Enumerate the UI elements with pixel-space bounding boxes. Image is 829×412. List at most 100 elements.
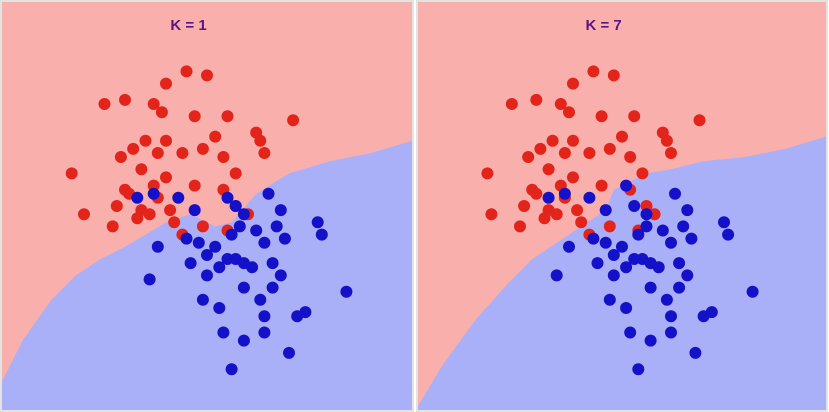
data-point-red bbox=[542, 163, 555, 176]
data-point-red bbox=[571, 204, 584, 217]
data-point-blue bbox=[644, 334, 657, 347]
data-point-blue bbox=[172, 191, 185, 204]
data-point-red bbox=[188, 179, 201, 192]
data-point-red bbox=[229, 167, 242, 180]
data-point-red bbox=[127, 142, 140, 155]
data-point-blue bbox=[213, 261, 226, 274]
data-point-red bbox=[583, 147, 596, 159]
data-point-blue bbox=[587, 232, 600, 245]
data-point-blue bbox=[143, 273, 156, 286]
data-point-blue bbox=[237, 334, 250, 347]
data-point-blue bbox=[632, 363, 645, 376]
data-point-red bbox=[188, 110, 201, 123]
data-point-blue bbox=[184, 257, 197, 270]
data-point-red bbox=[595, 110, 608, 123]
data-point-blue bbox=[624, 326, 637, 339]
data-point-blue bbox=[250, 224, 263, 237]
data-point-blue bbox=[558, 187, 571, 200]
data-point-blue bbox=[599, 236, 612, 249]
panel-k1-frame bbox=[0, 0, 414, 412]
data-point-red bbox=[147, 179, 160, 192]
data-point-red bbox=[258, 147, 271, 159]
data-point-red bbox=[656, 126, 669, 139]
data-point-red bbox=[110, 200, 123, 212]
data-point-blue bbox=[685, 232, 698, 245]
data-point-blue bbox=[147, 187, 160, 200]
data-point-blue bbox=[673, 257, 686, 270]
data-point-red bbox=[106, 220, 119, 233]
data-point-blue bbox=[620, 179, 633, 192]
data-point-blue bbox=[233, 220, 246, 233]
data-point-red bbox=[119, 93, 131, 106]
data-point-blue bbox=[705, 306, 718, 319]
data-point-blue bbox=[209, 240, 222, 253]
data-point-red bbox=[168, 216, 181, 229]
data-point-red bbox=[155, 106, 168, 119]
data-point-red bbox=[485, 208, 498, 221]
data-point-red bbox=[530, 93, 543, 106]
data-point-blue bbox=[542, 191, 555, 204]
data-point-red bbox=[287, 114, 300, 127]
data-point-blue bbox=[673, 281, 686, 294]
data-point-red bbox=[514, 220, 526, 233]
panel-k7-title: K = 7 bbox=[585, 17, 621, 34]
data-point-blue bbox=[266, 281, 279, 294]
data-point-blue bbox=[283, 346, 295, 359]
data-point-red bbox=[554, 98, 567, 110]
data-point-red bbox=[65, 167, 78, 180]
data-point-red bbox=[693, 114, 706, 127]
data-point-blue bbox=[665, 326, 677, 339]
data-point-blue bbox=[311, 216, 324, 229]
data-point-blue bbox=[192, 236, 205, 249]
data-point-blue bbox=[213, 302, 226, 314]
data-point-blue bbox=[262, 187, 275, 200]
panel-k1-points bbox=[65, 65, 353, 376]
data-point-blue bbox=[689, 346, 702, 359]
data-point-red bbox=[160, 171, 172, 184]
data-point-red bbox=[119, 183, 131, 196]
data-point-blue bbox=[660, 293, 673, 306]
data-point-red bbox=[534, 142, 547, 155]
data-point-red bbox=[628, 110, 641, 123]
data-point-red bbox=[542, 204, 555, 217]
data-point-blue bbox=[274, 204, 287, 217]
data-point-blue bbox=[278, 232, 291, 245]
data-point-blue bbox=[652, 261, 665, 274]
data-point-blue bbox=[221, 253, 234, 265]
data-point-red bbox=[114, 151, 127, 163]
data-point-blue bbox=[632, 228, 645, 241]
data-point-blue bbox=[640, 208, 653, 221]
data-point-blue bbox=[583, 191, 596, 204]
data-point-blue bbox=[131, 191, 144, 204]
data-point-blue bbox=[299, 306, 312, 319]
data-point-blue bbox=[677, 220, 690, 233]
data-point-red bbox=[135, 163, 148, 176]
data-point-red bbox=[546, 134, 559, 147]
data-point-red bbox=[147, 98, 160, 110]
data-point-blue bbox=[258, 236, 271, 249]
panel-k1-title: K = 1 bbox=[170, 17, 206, 34]
data-point-blue bbox=[620, 261, 633, 274]
data-point-red bbox=[624, 151, 637, 163]
data-point-blue bbox=[196, 293, 209, 306]
data-point-blue bbox=[274, 269, 287, 282]
data-point-blue bbox=[180, 232, 193, 245]
panel-k7-frame bbox=[416, 0, 828, 412]
data-point-blue bbox=[620, 302, 633, 314]
data-point-blue bbox=[258, 310, 271, 323]
data-point-red bbox=[616, 130, 628, 143]
data-point-red bbox=[481, 167, 494, 180]
data-point-red bbox=[221, 110, 234, 123]
data-point-blue bbox=[188, 204, 201, 217]
data-point-blue bbox=[237, 208, 250, 221]
data-point-blue bbox=[237, 281, 250, 294]
data-point-red bbox=[160, 77, 172, 90]
data-point-red bbox=[250, 126, 263, 139]
data-point-blue bbox=[669, 187, 681, 200]
data-point-blue bbox=[258, 326, 271, 339]
data-point-blue bbox=[315, 228, 328, 241]
data-point-red bbox=[209, 130, 222, 143]
data-point-red bbox=[595, 179, 608, 192]
data-point-blue bbox=[628, 253, 641, 265]
